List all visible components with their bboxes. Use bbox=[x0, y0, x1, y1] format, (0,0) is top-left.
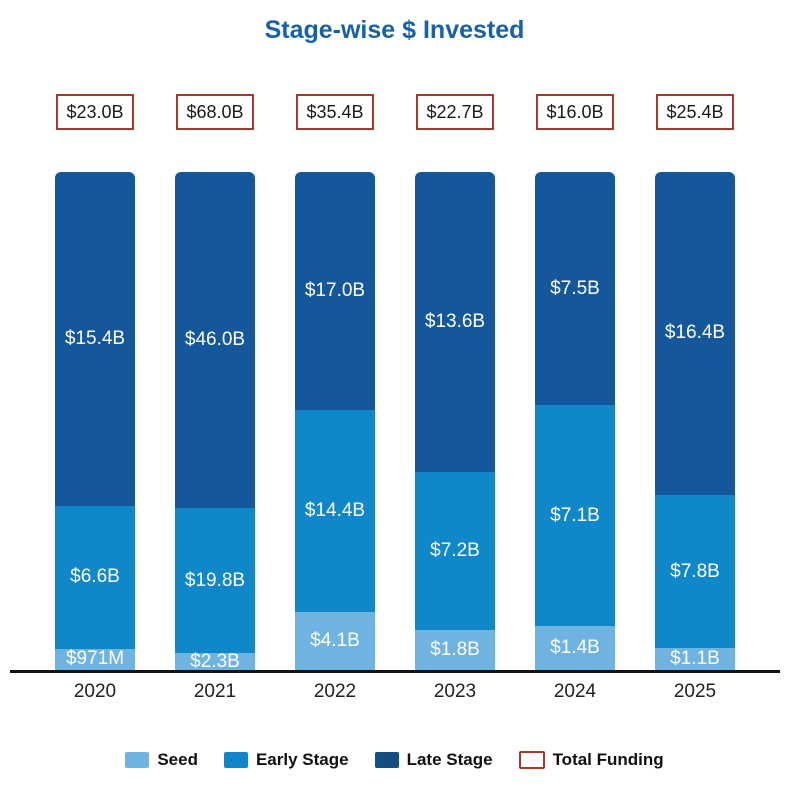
x-axis-label: 2022 bbox=[313, 681, 357, 702]
segment-value-label: $19.8B bbox=[184, 569, 246, 591]
total-funding-box: $35.4B bbox=[296, 94, 374, 130]
stacked-bar-2022: $17.0B $14.4B $4.1B bbox=[295, 172, 375, 670]
legend-item-seed: Seed bbox=[125, 750, 198, 770]
total-funding-box: $25.4B bbox=[656, 94, 734, 130]
total-funding-box: $23.0B bbox=[56, 94, 134, 130]
bar-column-2020: $23.0B $15.4B $6.6B $971M 2020 bbox=[55, 0, 135, 796]
legend-label: Seed bbox=[157, 750, 198, 769]
bar-column-2024: $16.0B $7.5B $7.1B $1.4B 2024 bbox=[535, 0, 615, 796]
segment-value-label: $7.5B bbox=[550, 277, 600, 299]
legend-item-early-stage: Early Stage bbox=[223, 750, 349, 770]
legend-label: Late Stage bbox=[406, 750, 493, 769]
segment-seed: $2.3B bbox=[175, 650, 255, 672]
total-funding-box: $22.7B bbox=[416, 94, 494, 130]
legend-label: Early Stage bbox=[255, 750, 349, 769]
legend: Seed Early Stage Late Stage Total Funding bbox=[0, 750, 789, 770]
segment-early-stage: $6.6B bbox=[55, 505, 135, 649]
stacked-bar-2021: $46.0B $19.8B $2.3B bbox=[175, 172, 255, 672]
x-axis-label: 2021 bbox=[193, 681, 237, 702]
stacked-bar-2025: $16.4B $7.8B $1.1B bbox=[655, 172, 735, 670]
segment-value-label: $15.4B bbox=[64, 327, 126, 349]
legend-swatch-late-stage bbox=[374, 752, 399, 768]
legend-item-total-funding: Total Funding bbox=[518, 750, 664, 770]
segment-seed: $1.8B bbox=[415, 630, 495, 670]
segment-seed: $1.4B bbox=[535, 626, 615, 670]
segment-value-label: $7.2B bbox=[430, 539, 480, 561]
segment-value-label: $14.4B bbox=[304, 500, 366, 522]
stacked-bar-2020: $15.4B $6.6B $971M bbox=[55, 172, 135, 670]
segment-value-label: $1.4B bbox=[550, 637, 600, 659]
segment-value-label: $2.3B bbox=[190, 650, 240, 672]
x-axis-label: 2020 bbox=[73, 681, 117, 702]
segment-early-stage: $7.8B bbox=[655, 494, 735, 649]
bar-column-2025: $25.4B $16.4B $7.8B $1.1B 2025 bbox=[655, 0, 735, 796]
segment-early-stage: $7.1B bbox=[535, 405, 615, 627]
segment-late-stage: $16.4B bbox=[655, 172, 735, 495]
segment-late-stage: $7.5B bbox=[535, 172, 615, 406]
x-axis-line bbox=[10, 670, 780, 673]
segment-value-label: $4.1B bbox=[310, 630, 360, 652]
segment-late-stage: $15.4B bbox=[55, 172, 135, 506]
segment-late-stage: $46.0B bbox=[175, 172, 255, 509]
bar-column-2023: $22.7B $13.6B $7.2B $1.8B 2023 bbox=[415, 0, 495, 796]
segment-early-stage: $7.2B bbox=[415, 471, 495, 631]
x-axis-label: 2024 bbox=[553, 681, 597, 702]
segment-value-label: $7.1B bbox=[550, 504, 600, 526]
segment-early-stage: $14.4B bbox=[295, 410, 375, 613]
segment-early-stage: $19.8B bbox=[175, 508, 255, 654]
x-axis-label: 2025 bbox=[673, 681, 717, 702]
segment-seed: $971M bbox=[55, 648, 135, 670]
segment-value-label: $1.1B bbox=[670, 648, 720, 670]
segment-value-label: $16.4B bbox=[664, 322, 726, 344]
legend-swatch-early-stage bbox=[223, 752, 248, 768]
segment-value-label: $13.6B bbox=[424, 310, 486, 332]
legend-swatch-seed bbox=[125, 752, 150, 768]
segment-value-label: $17.0B bbox=[304, 280, 366, 302]
x-axis-label: 2023 bbox=[433, 681, 477, 702]
segment-value-label: $46.0B bbox=[184, 329, 246, 351]
segment-seed: $4.1B bbox=[295, 612, 375, 670]
chart-title: Stage-wise $ Invested bbox=[264, 16, 525, 44]
stacked-bar-2024: $7.5B $7.1B $1.4B bbox=[535, 172, 615, 670]
legend-item-late-stage: Late Stage bbox=[374, 750, 493, 770]
total-funding-box: $68.0B bbox=[176, 94, 254, 130]
segment-late-stage: $13.6B bbox=[415, 172, 495, 472]
segment-seed: $1.1B bbox=[655, 648, 735, 670]
stacked-bar-2023: $13.6B $7.2B $1.8B bbox=[415, 172, 495, 670]
segment-value-label: $1.8B bbox=[430, 639, 480, 661]
segment-value-label: $6.6B bbox=[70, 566, 120, 588]
bar-column-2022: $35.4B $17.0B $14.4B $4.1B 2022 bbox=[295, 0, 375, 796]
total-funding-box: $16.0B bbox=[536, 94, 614, 130]
segment-value-label: $7.8B bbox=[670, 560, 720, 582]
legend-swatch-total-funding bbox=[518, 751, 545, 769]
segment-value-label: $971M bbox=[65, 648, 125, 670]
bar-column-2021: $68.0B $46.0B $19.8B $2.3B 2021 bbox=[175, 0, 255, 796]
segment-late-stage: $17.0B bbox=[295, 172, 375, 411]
legend-label: Total Funding bbox=[552, 750, 664, 769]
